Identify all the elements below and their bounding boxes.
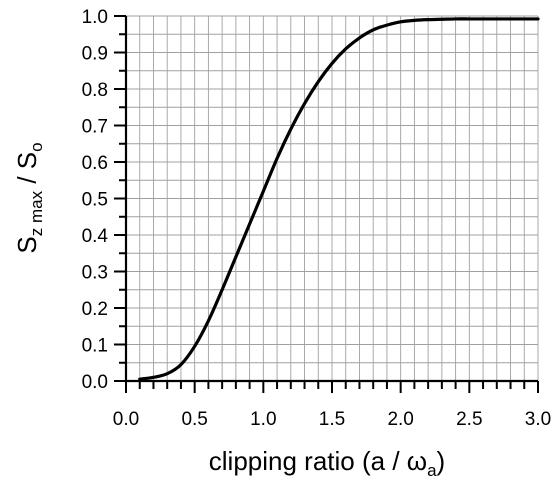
- y-tick-label: 0.6: [82, 153, 108, 174]
- tick-labels: 0.0 0.5 1.0 1.5 2.0 2.5 3.0 0.0 0.1 0.2 0.3 0.4 0.5 0…: [82, 7, 552, 430]
- y-axis-title-subscript: z max: [27, 190, 46, 236]
- x-tick-label: 1.5: [319, 409, 345, 430]
- x-tick-label: 0.5: [181, 409, 207, 430]
- y-axis-title-subscript2: o: [27, 142, 46, 151]
- x-axis-title-subscript: a: [427, 461, 437, 480]
- x-axis-title-suffix: ): [437, 446, 446, 476]
- y-tick-label: 0.5: [82, 190, 108, 211]
- y-axis-title: Sz max / So: [12, 142, 46, 253]
- y-tick-label: 0.0: [82, 372, 108, 393]
- y-tick-label: 0.9: [82, 44, 108, 65]
- x-tick-label: 1.0: [250, 409, 276, 430]
- y-tick-label: 0.3: [82, 263, 108, 284]
- x-axis-title-text: clipping ratio (a / ω: [209, 446, 427, 476]
- y-axis-title-base: S: [12, 236, 42, 253]
- y-tick-label: 0.8: [82, 80, 108, 101]
- ticks: [114, 15, 539, 393]
- series-line: [138, 17, 540, 381]
- x-tick-label: 3.0: [525, 409, 551, 430]
- x-tick-label: 2.0: [387, 409, 413, 430]
- y-tick-label: 0.4: [82, 226, 109, 247]
- grid: [126, 15, 539, 381]
- x-tick-label: 0.0: [113, 409, 139, 430]
- y-tick-label: 0.1: [82, 336, 108, 357]
- y-tick-label: 0.2: [82, 299, 108, 320]
- x-axis-title: clipping ratio (a / ωa): [209, 446, 445, 480]
- y-tick-label: 1.0: [82, 7, 108, 28]
- series: [138, 17, 540, 381]
- y-axis-title-middle: / S: [12, 152, 42, 191]
- y-tick-label: 0.7: [82, 117, 108, 138]
- x-tick-label: 2.5: [456, 409, 482, 430]
